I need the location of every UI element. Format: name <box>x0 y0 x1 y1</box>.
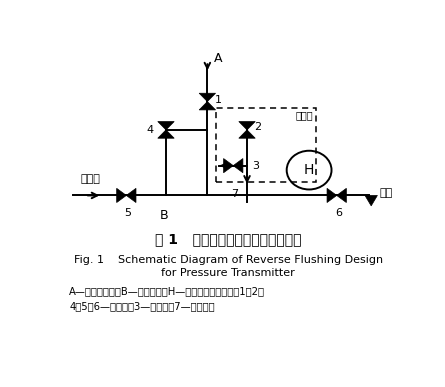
Polygon shape <box>158 122 174 130</box>
Text: 4: 4 <box>147 125 154 135</box>
Text: Fig. 1    Schematic Diagram of Reverse Flushing Design: Fig. 1 Schematic Diagram of Reverse Flus… <box>73 255 383 265</box>
Polygon shape <box>199 93 215 101</box>
Text: 地漏: 地漏 <box>380 188 393 198</box>
Polygon shape <box>239 122 255 130</box>
Polygon shape <box>223 159 233 173</box>
Text: 二阀组: 二阀组 <box>295 110 313 120</box>
Text: 6: 6 <box>335 208 342 218</box>
Text: B: B <box>160 209 169 222</box>
Text: 2: 2 <box>255 123 262 132</box>
Polygon shape <box>365 195 377 206</box>
Text: 1: 1 <box>215 95 222 105</box>
Polygon shape <box>233 159 243 173</box>
Polygon shape <box>117 188 126 202</box>
Polygon shape <box>126 188 136 202</box>
Text: for Pressure Transmitter: for Pressure Transmitter <box>161 269 295 278</box>
Polygon shape <box>337 188 346 202</box>
Text: 5: 5 <box>125 208 132 218</box>
Polygon shape <box>158 130 174 138</box>
Bar <box>216 108 316 182</box>
Text: 7: 7 <box>231 189 239 199</box>
Polygon shape <box>199 101 215 110</box>
Text: 4、5、6—截止阀；3—排污阀；7—排污丝堵: 4、5、6—截止阀；3—排污阀；7—排污丝堵 <box>69 301 215 311</box>
Polygon shape <box>327 188 337 202</box>
Text: 3: 3 <box>252 161 259 171</box>
Text: A—接过程压力；B—接反冲水；H—压力变送器高压侧；1、2、: A—接过程压力；B—接反冲水；H—压力变送器高压侧；1、2、 <box>69 286 265 296</box>
Text: 反冲水: 反冲水 <box>80 174 100 184</box>
Text: A: A <box>214 52 222 65</box>
Polygon shape <box>239 130 255 138</box>
Text: 图 1   压力变送器反冲水设计示意图: 图 1 压力变送器反冲水设计示意图 <box>155 233 301 247</box>
Text: H: H <box>304 163 314 177</box>
